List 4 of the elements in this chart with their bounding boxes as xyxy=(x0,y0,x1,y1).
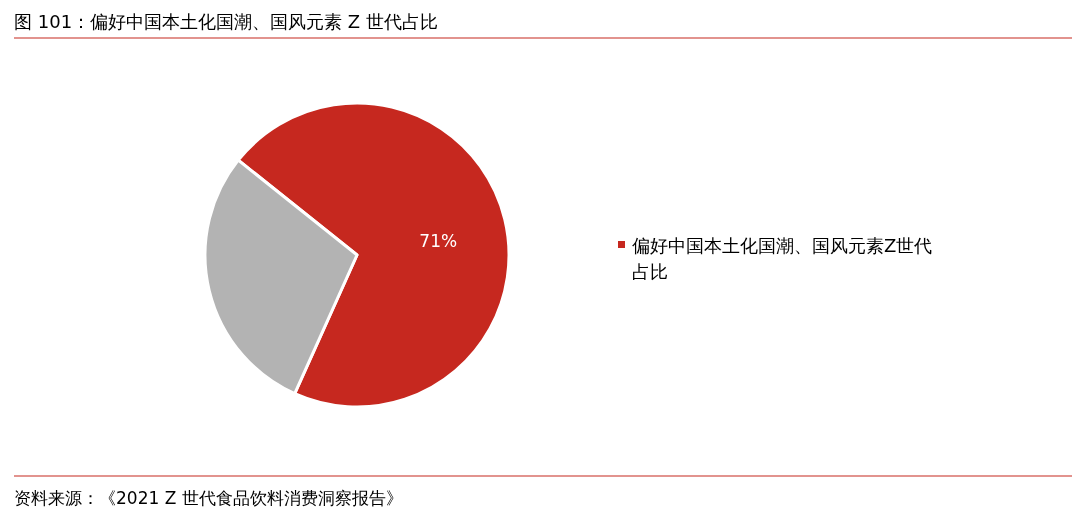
text: 资料来源：《2021 Z 世代食品饮料消费洞察报告》 xyxy=(14,488,403,508)
data-label: 71% xyxy=(419,231,458,252)
legend-label: 偏好中国本土化国潮、国风元素Z世代占比 xyxy=(632,235,933,282)
chart-title: 图 101：偏好中国本土化国潮、国风元素 Z 世代占比 xyxy=(14,11,438,32)
